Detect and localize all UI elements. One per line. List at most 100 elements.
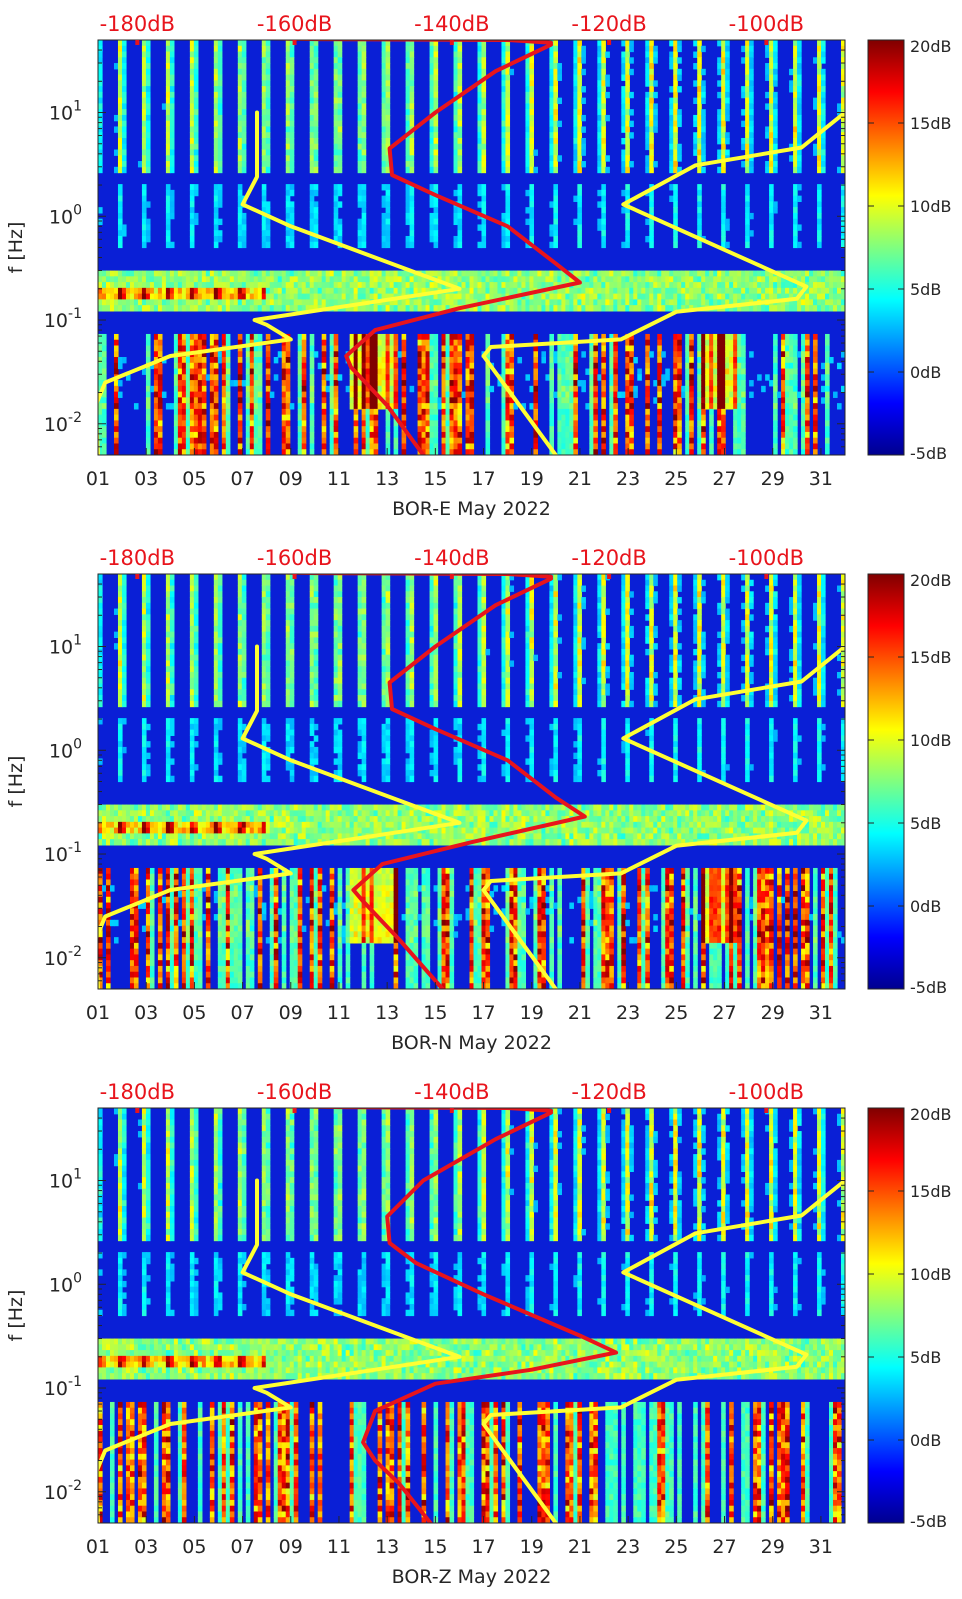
colorbar (867, 573, 905, 990)
colorbar-label: 0dB (910, 897, 941, 916)
x-tick-label: 27 (712, 1002, 736, 1024)
x-tick-label: 13 (375, 1536, 399, 1558)
colorbar-label: 20dB (910, 37, 952, 56)
x-tick-label: 01 (86, 468, 110, 490)
x-tick-label: 21 (568, 468, 592, 490)
x-tick-label: 27 (712, 1536, 736, 1558)
x-tick-label: 13 (375, 468, 399, 490)
x-tick-label: 31 (809, 1002, 833, 1024)
top-db-label: -140dB (414, 1080, 489, 1104)
x-tick-label: 21 (568, 1536, 592, 1558)
colorbar-label: 15dB (910, 648, 952, 667)
overlay-curve-2 (481, 110, 845, 455)
x-tick-label: 09 (279, 1536, 303, 1558)
x-tick-label: 25 (664, 1536, 688, 1558)
top-db-label: -160dB (257, 12, 332, 36)
colorbar-label: -5dB (910, 444, 947, 463)
top-db-label: -140dB (414, 12, 489, 36)
x-tick-label: 23 (616, 1002, 640, 1024)
panel-2: 01 03 05 07 09 11 13 15 17 19 21 23 25 27 29 31 BOR-N Ma… (5, 546, 952, 1054)
y-tick-label: 101 (49, 1167, 82, 1193)
y-tick-label: 10-1 (44, 306, 82, 332)
overlay-curve-3 (344, 42, 582, 455)
y-tick-label: 10-2 (44, 944, 82, 970)
top-db-label: -120dB (571, 12, 646, 36)
colorbar-label: 10dB (910, 197, 952, 216)
x-tick-label: 07 (230, 1536, 254, 1558)
y-axis-title: f [Hz] (5, 1290, 27, 1342)
x-tick-label: 21 (568, 1002, 592, 1024)
overlay-curve-3 (361, 1110, 619, 1523)
x-tick-label: 09 (279, 1002, 303, 1024)
overlay-curve-4 (289, 1108, 553, 1113)
panel-1: 01 03 05 07 09 11 13 15 17 19 21 23 25 27 29 31 BOR-E Ma… (5, 12, 952, 520)
colorbar-label: 20dB (910, 571, 952, 590)
x-tick-label: 19 (520, 1536, 544, 1558)
x-tick-label: 05 (182, 468, 206, 490)
spectrogram-image (98, 1108, 845, 1523)
spectrogram-image (98, 574, 845, 989)
colorbar-label: 20dB (910, 1105, 952, 1124)
x-tick-label: 15 (423, 1536, 447, 1558)
x-tick-label: 31 (809, 1536, 833, 1558)
colorbar-label: 0dB (910, 1431, 941, 1450)
y-axis-title: f [Hz] (5, 756, 27, 808)
top-db-label: -100dB (729, 1080, 804, 1104)
x-tick-label: 17 (471, 1002, 495, 1024)
overlay-curve-1 (98, 110, 462, 455)
x-axis-title: BOR-N May 2022 (391, 1032, 552, 1054)
overlay-curve-1 (98, 644, 462, 989)
x-tick-label: 11 (327, 468, 351, 490)
x-tick-label: 13 (375, 1002, 399, 1024)
top-db-label: -120dB (571, 546, 646, 570)
overlay-curve-1 (98, 1178, 462, 1523)
y-tick-label: 100 (49, 1270, 82, 1296)
overlay-curve-3 (351, 576, 587, 989)
x-tick-label: 01 (86, 1002, 110, 1024)
x-tick-label: 03 (134, 1536, 158, 1558)
x-tick-label: 23 (616, 1536, 640, 1558)
x-tick-label: 03 (134, 468, 158, 490)
y-tick-label: 10-1 (44, 840, 82, 866)
x-tick-label: 11 (327, 1002, 351, 1024)
colorbar (867, 1107, 905, 1524)
colorbar-label: 15dB (910, 114, 952, 133)
x-tick-label: 17 (471, 468, 495, 490)
colorbar-label: 10dB (910, 1265, 952, 1284)
x-tick-label: 07 (230, 1002, 254, 1024)
top-db-label: -180dB (100, 1080, 175, 1104)
y-tick-label: 10-2 (44, 1478, 82, 1504)
x-tick-label: 15 (423, 468, 447, 490)
overlay-curve-2 (481, 1178, 845, 1523)
x-tick-label: 19 (520, 468, 544, 490)
colorbar-label: 0dB (910, 363, 941, 382)
x-tick-label: 11 (327, 1536, 351, 1558)
x-tick-label: 17 (471, 1536, 495, 1558)
top-db-label: -180dB (100, 12, 175, 36)
colorbar-label: -5dB (910, 978, 947, 997)
x-tick-label: 15 (423, 1002, 447, 1024)
top-db-label: -100dB (729, 546, 804, 570)
x-tick-label: 31 (809, 468, 833, 490)
x-tick-label: 29 (761, 468, 785, 490)
top-db-label: -160dB (257, 1080, 332, 1104)
x-axis-title: BOR-Z May 2022 (392, 1566, 552, 1588)
colorbar-label: 5dB (910, 280, 941, 299)
x-tick-label: 05 (182, 1002, 206, 1024)
colorbar-label: 5dB (910, 814, 941, 833)
top-db-label: -180dB (100, 546, 175, 570)
x-tick-label: 27 (712, 468, 736, 490)
x-tick-label: 23 (616, 468, 640, 490)
y-tick-label: 101 (49, 633, 82, 659)
top-db-label: -100dB (729, 12, 804, 36)
panel-3: 01 03 05 07 09 11 13 15 17 19 21 23 25 27 29 31 BOR-Z Ma… (5, 1080, 952, 1588)
overlay-curve-2 (481, 644, 845, 989)
x-tick-label: 03 (134, 1002, 158, 1024)
x-tick-label: 01 (86, 1536, 110, 1558)
top-db-label: -160dB (257, 546, 332, 570)
x-tick-label: 29 (761, 1002, 785, 1024)
y-tick-label: 100 (49, 202, 82, 228)
colorbar-label: -5dB (910, 1512, 947, 1531)
colorbar-label: 15dB (910, 1182, 952, 1201)
